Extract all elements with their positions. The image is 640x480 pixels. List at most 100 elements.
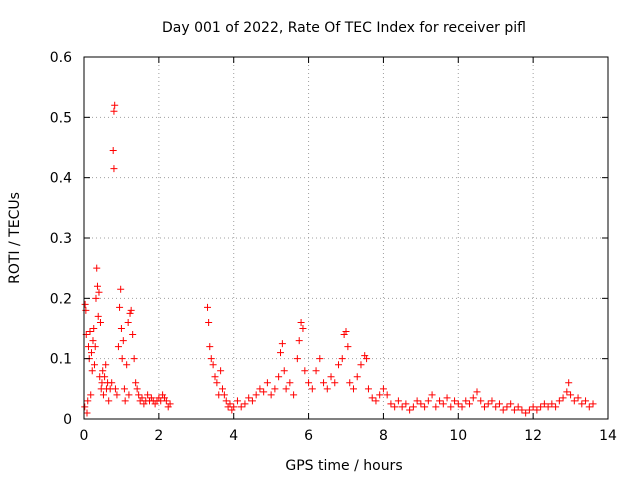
data-point (559, 394, 567, 402)
data-point (99, 391, 107, 399)
data-point (387, 400, 395, 408)
data-point (118, 355, 126, 363)
data-point (567, 391, 575, 399)
x-tick-label: 0 (80, 428, 89, 444)
data-point (90, 325, 98, 332)
y-axis-ticks: 0 0.1 0.2 0.3 0.4 0.5 0.6 (50, 50, 608, 428)
data-point (211, 373, 219, 381)
data-point (331, 379, 339, 387)
data-point (271, 385, 279, 393)
data-point (335, 361, 343, 369)
data-point (111, 385, 119, 393)
data-point (116, 303, 124, 311)
data-point (540, 400, 548, 408)
data-point (417, 400, 425, 408)
data-point (394, 397, 402, 405)
data-point (133, 385, 141, 393)
data-point (113, 391, 121, 399)
data-point (278, 340, 286, 348)
data-point (86, 328, 94, 336)
data-point (222, 397, 230, 405)
data-point (406, 406, 414, 414)
data-points (81, 101, 597, 417)
data-point (245, 394, 253, 402)
data-point (522, 409, 530, 417)
data-point (95, 288, 103, 296)
data-point (111, 101, 119, 109)
data-point (117, 285, 125, 293)
data-point (432, 403, 440, 411)
y-tick-label: 0 (63, 412, 72, 428)
data-point (102, 361, 110, 369)
data-point (555, 397, 563, 405)
data-point (166, 400, 174, 408)
data-point (130, 355, 138, 363)
data-point (574, 394, 582, 402)
data-point (93, 282, 101, 290)
data-point (88, 367, 96, 375)
y-tick-label: 0.2 (50, 291, 72, 307)
data-point (256, 385, 264, 393)
data-point (204, 303, 212, 311)
data-point (552, 403, 560, 411)
data-point (436, 397, 444, 405)
data-point (96, 318, 104, 326)
data-point (398, 403, 406, 411)
data-point (117, 325, 125, 332)
data-point (293, 355, 301, 363)
data-point (241, 400, 249, 408)
data-point (129, 331, 137, 339)
data-point (206, 343, 214, 351)
data-point (413, 397, 421, 405)
data-point (565, 379, 573, 387)
data-point (119, 337, 127, 345)
data-point (376, 391, 384, 399)
data-point (81, 300, 89, 308)
data-point (499, 406, 507, 414)
data-point (207, 355, 215, 363)
y-tick-label: 0.3 (50, 231, 72, 247)
x-tick-label: 4 (229, 428, 238, 444)
data-point (488, 397, 496, 405)
data-point (110, 107, 118, 115)
data-point (327, 373, 335, 381)
data-point (114, 343, 122, 351)
chart-title: Day 001 of 2022, Rate Of TEC Index for r… (162, 20, 526, 36)
data-point (379, 385, 387, 393)
data-point (308, 385, 316, 393)
x-axis-label: GPS time / hours (285, 458, 402, 474)
data-point (447, 403, 455, 411)
data-point (92, 294, 100, 302)
data-point (226, 400, 234, 408)
data-point (462, 397, 470, 405)
data-point (267, 391, 275, 399)
data-point (138, 394, 146, 402)
data-point (297, 318, 305, 326)
data-point (205, 318, 213, 326)
data-point (87, 391, 95, 399)
y-tick-label: 0.4 (50, 171, 72, 187)
data-point (299, 325, 307, 332)
data-point (363, 355, 371, 363)
y-tick-label: 0.6 (50, 50, 72, 66)
data-point (164, 403, 172, 411)
data-point (477, 397, 485, 405)
data-point (286, 379, 294, 387)
data-point (260, 388, 268, 396)
data-point (364, 385, 372, 393)
data-point (132, 379, 140, 387)
data-point (361, 352, 369, 360)
data-point (233, 397, 241, 405)
data-point (458, 403, 466, 411)
data-point (305, 379, 313, 387)
data-point (124, 318, 132, 326)
data-point (228, 406, 236, 414)
data-point (280, 367, 288, 375)
data-point (383, 391, 391, 399)
data-point (135, 391, 143, 399)
data-point (424, 397, 432, 405)
data-point (340, 331, 348, 339)
data-point (125, 391, 133, 399)
data-point (252, 391, 260, 399)
y-tick-label: 0.1 (50, 352, 72, 368)
